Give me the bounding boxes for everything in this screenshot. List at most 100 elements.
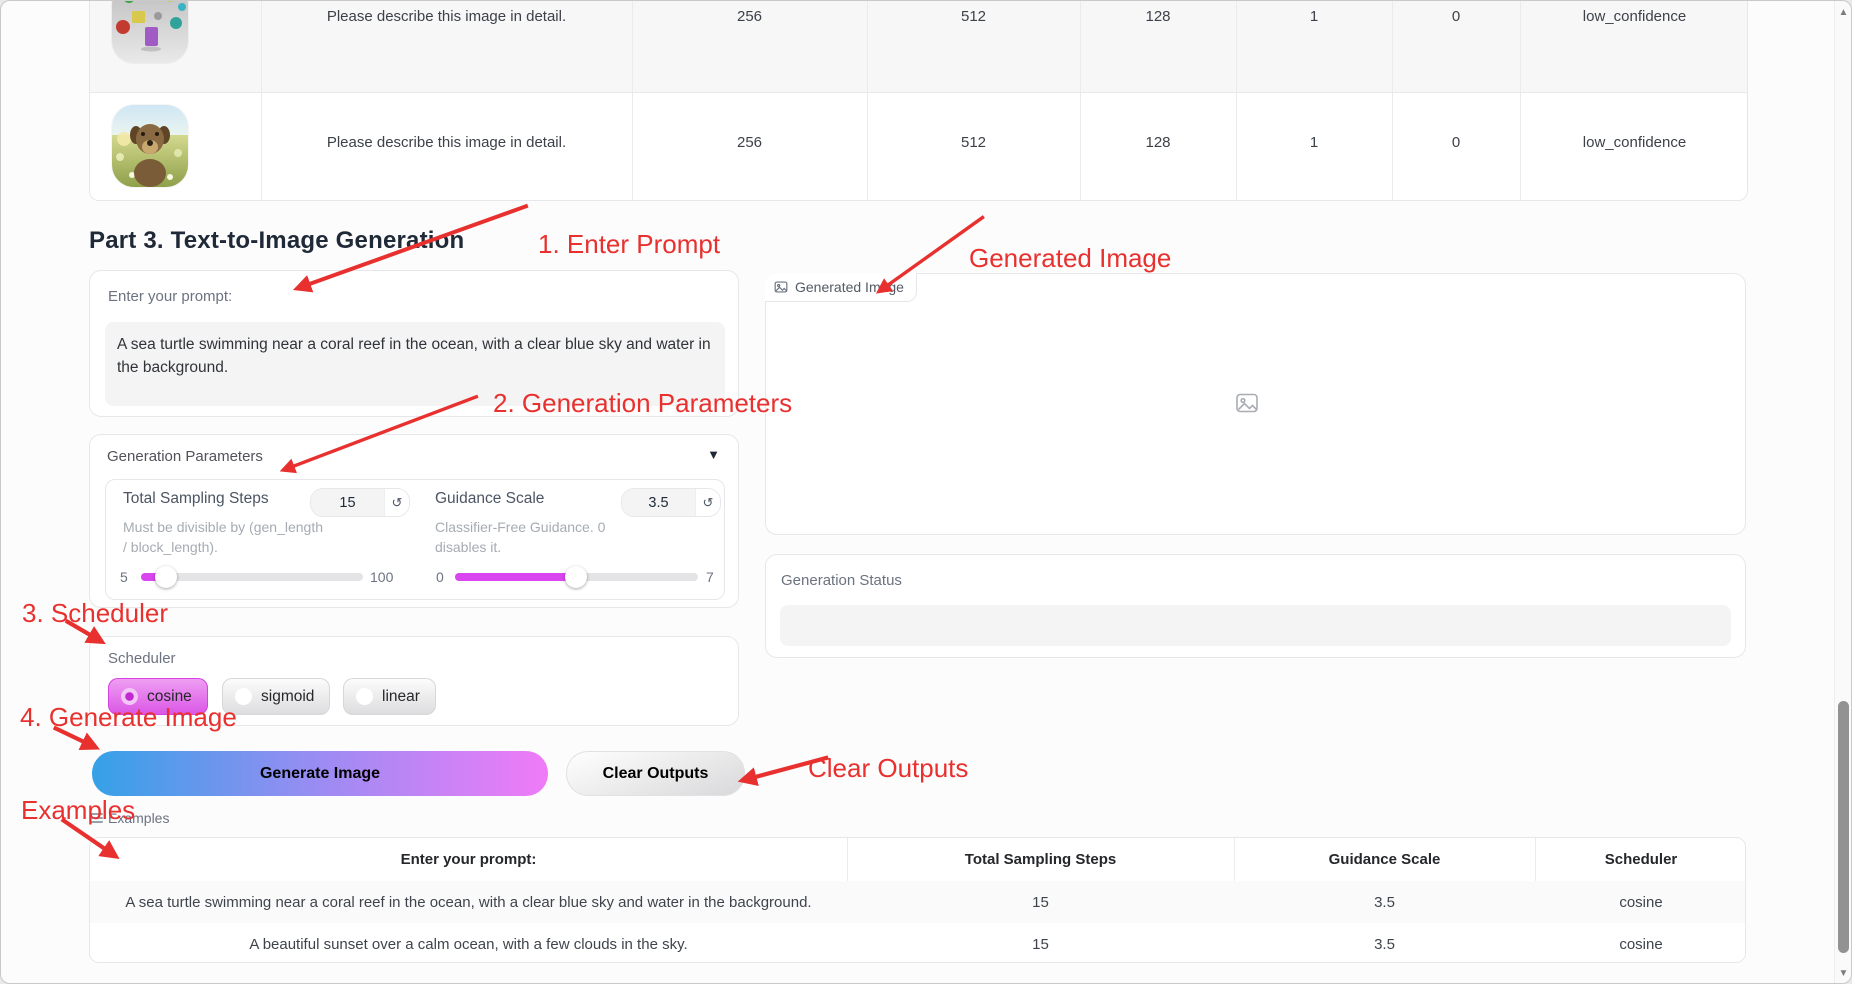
- dog-in-flower-field-thumbnail[interactable]: [112, 105, 188, 187]
- column-divider: [1080, 1, 1081, 200]
- guidance-slider-handle[interactable]: [565, 566, 587, 588]
- steps-description: Must be divisible by (gen_length / block…: [123, 519, 324, 555]
- guidance-description: Classifier-Free Guidance. 0 disables it.: [435, 519, 606, 555]
- steps-value[interactable]: 15: [311, 489, 384, 516]
- examples-table: Enter your prompt: Total Sampling Steps …: [89, 837, 1746, 963]
- row-divider: [90, 92, 1747, 93]
- column-divider: [867, 1, 868, 200]
- guidance-slider-max: 7: [706, 569, 714, 585]
- parameters-group: Total Sampling Steps 15 ↺ Must be divisi…: [105, 479, 725, 600]
- guidance-slider-min: 0: [436, 569, 444, 585]
- scheduler-option-linear[interactable]: linear: [343, 678, 436, 715]
- steps-number-input[interactable]: 15 ↺: [310, 488, 410, 517]
- steps-slider-fill: [141, 573, 165, 581]
- table-cell: 512: [960, 8, 987, 25]
- table-cell: 128: [1145, 134, 1171, 151]
- table-cell: 256: [736, 8, 763, 25]
- steps-label: Total Sampling Steps: [123, 490, 269, 507]
- generation-parameters-accordion: Generation Parameters ▼ Total Sampling S…: [89, 434, 739, 608]
- radio-icon: [235, 688, 252, 705]
- generation-status-label: Generation Status: [781, 572, 902, 589]
- table-cell: 1: [1309, 8, 1319, 25]
- column-divider: [1236, 1, 1237, 200]
- prompt-label: Enter your prompt:: [108, 288, 233, 305]
- section-title: Part 3. Text-to-Image Generation: [89, 227, 465, 254]
- example-cell: 15: [1032, 935, 1049, 953]
- example-row-2[interactable]: A beautiful sunset over a calm ocean, wi…: [90, 923, 1745, 962]
- annotation-clear-outputs: Clear Outputs: [808, 753, 969, 783]
- guidance-slider-track[interactable]: [455, 566, 698, 588]
- examples-header-guidance: Guidance Scale: [1328, 851, 1441, 868]
- table-cell: 256: [736, 134, 763, 151]
- scheduler-option-label: cosine: [147, 687, 192, 705]
- example-cell: cosine: [1619, 893, 1663, 911]
- scrollbar-thumb[interactable]: [1838, 701, 1849, 953]
- generated-image-panel: [765, 273, 1746, 535]
- example-cell: A sea turtle swimming near a coral reef …: [125, 893, 812, 911]
- generate-image-button[interactable]: Generate Image: [92, 751, 548, 796]
- guidance-reset-icon[interactable]: ↺: [695, 489, 720, 516]
- clevr-objects-image: [112, 1, 188, 63]
- example-cell: 3.5: [1374, 935, 1395, 953]
- scroll-down-icon[interactable]: ▼: [1838, 968, 1849, 979]
- annotation-enter-prompt: 1. Enter Prompt: [538, 229, 721, 259]
- table-cell: low_confidence: [1582, 8, 1687, 25]
- clevr-objects-thumbnail[interactable]: [112, 1, 188, 63]
- scheduler-option-label: sigmoid: [261, 687, 315, 705]
- scheduler-option-cosine[interactable]: cosine: [108, 678, 208, 715]
- image-icon: [774, 281, 788, 293]
- guidance-number-input[interactable]: 3.5 ↺: [621, 488, 721, 517]
- image-placeholder-icon: [1236, 393, 1258, 413]
- table-cell: 512: [960, 134, 987, 151]
- annotation-scheduler: 3. Scheduler: [22, 598, 168, 628]
- radio-selected-icon: [121, 688, 138, 705]
- radio-icon: [356, 688, 373, 705]
- column-divider: [1392, 1, 1393, 200]
- table-row: [90, 93, 1747, 200]
- example-row-1[interactable]: A sea turtle swimming near a coral reef …: [90, 881, 1745, 923]
- chevron-down-icon[interactable]: ▼: [707, 447, 720, 462]
- generated-image-badge-label: Generated Image: [795, 279, 904, 295]
- annotation-examples: Examples: [21, 795, 136, 825]
- guidance-value[interactable]: 3.5: [622, 489, 695, 516]
- examples-header-scheduler: Scheduler: [1604, 851, 1678, 868]
- steps-reset-icon[interactable]: ↺: [384, 489, 409, 516]
- scheduler-option-sigmoid[interactable]: sigmoid: [222, 678, 331, 715]
- scroll-up-icon[interactable]: ▲: [1838, 7, 1849, 18]
- table-cell: 1: [1309, 134, 1319, 151]
- steps-slider-handle[interactable]: [155, 566, 177, 588]
- prompt-textarea[interactable]: A sea turtle swimming near a coral reef …: [105, 322, 725, 406]
- examples-label: Examples: [108, 810, 170, 826]
- scheduler-label: Scheduler: [108, 650, 176, 667]
- generated-image-badge: Generated Image: [765, 273, 917, 302]
- table-cell-prompt: Please describe this image in detail.: [326, 8, 567, 25]
- scheduler-option-label: linear: [382, 687, 420, 705]
- steps-slider-max: 100: [370, 569, 394, 585]
- prompt-card: Enter your prompt: A sea turtle swimming…: [89, 270, 739, 417]
- evaluation-table: Please describe this image in detail. 25…: [89, 1, 1748, 201]
- table-cell: 0: [1451, 8, 1461, 25]
- table-cell: 128: [1145, 8, 1171, 25]
- accordion-header[interactable]: Generation Parameters ▼: [90, 435, 738, 475]
- annotation-generation-parameters: 2. Generation Parameters: [493, 388, 793, 418]
- column-divider: [261, 1, 262, 200]
- steps-slider-min: 5: [120, 569, 128, 585]
- clear-outputs-button[interactable]: Clear Outputs: [566, 751, 745, 796]
- example-cell: cosine: [1619, 935, 1663, 953]
- table-row: [90, 1, 1747, 93]
- example-cell: 15: [1032, 893, 1049, 911]
- generation-status-textbox[interactable]: [780, 605, 1731, 646]
- column-divider: [632, 1, 633, 200]
- accordion-title: Generation Parameters: [107, 448, 263, 465]
- steps-slider-track[interactable]: [141, 566, 363, 588]
- table-cell: 0: [1451, 134, 1461, 151]
- vertical-scrollbar[interactable]: ▲ ▼: [1834, 1, 1851, 983]
- table-cell-prompt: Please describe this image in detail.: [326, 134, 567, 151]
- guidance-slider-fill: [455, 573, 576, 581]
- examples-header-steps: Total Sampling Steps: [964, 851, 1117, 868]
- example-cell: A beautiful sunset over a calm ocean, wi…: [249, 935, 688, 953]
- annotation-generated-image: Generated Image: [969, 243, 1172, 273]
- guidance-label: Guidance Scale: [435, 490, 545, 507]
- table-cell: low_confidence: [1582, 134, 1687, 151]
